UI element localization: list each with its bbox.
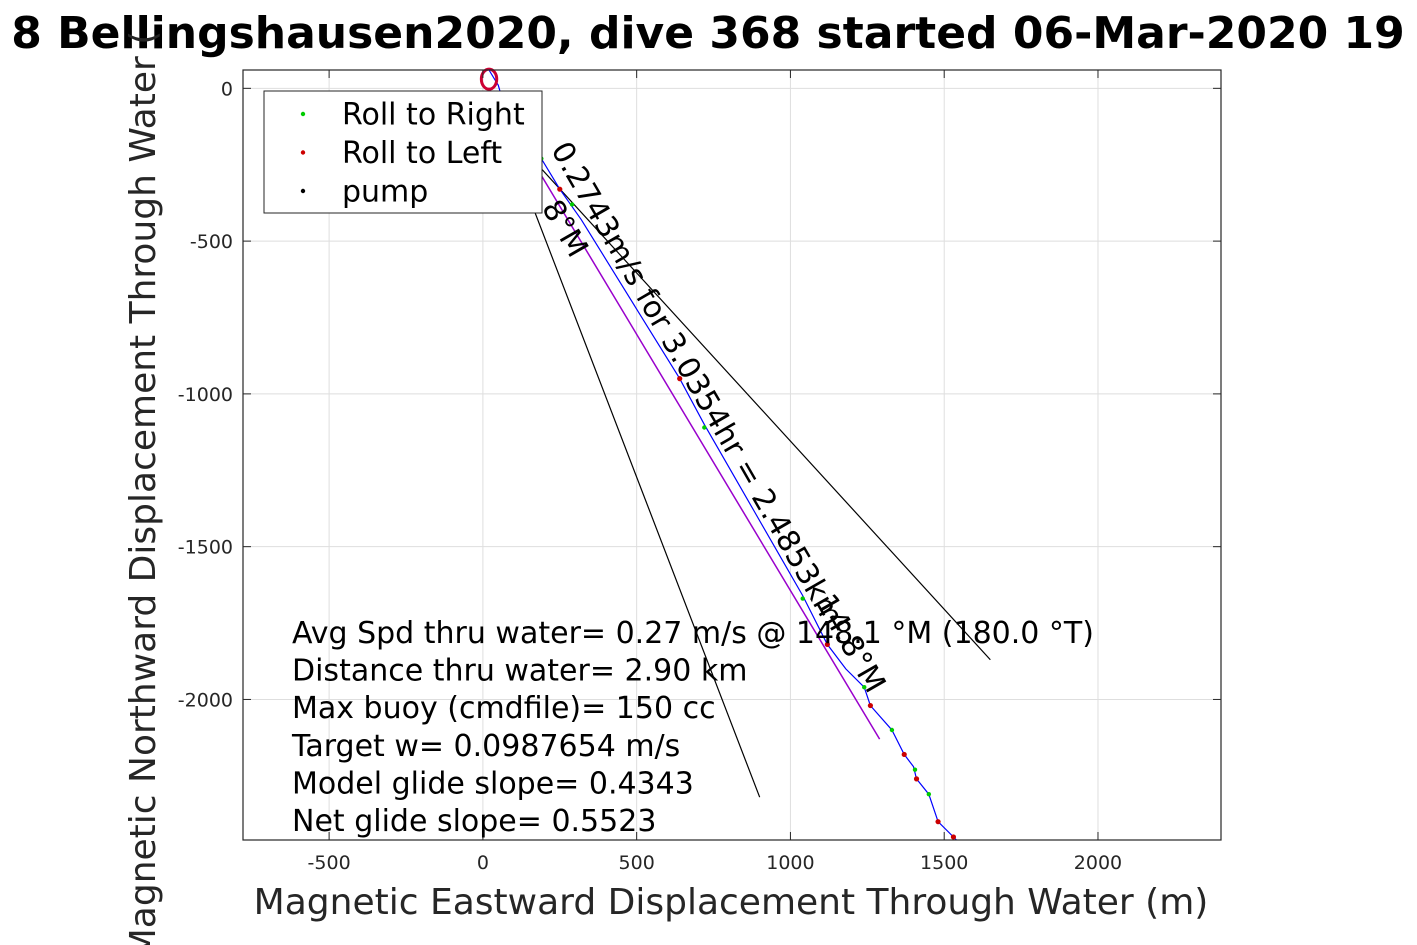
roll-left-point [677,376,683,382]
legend-marker [300,188,306,194]
y-axis-label: Magnetic Northward Displacement Through … [123,31,164,945]
stats-text-line: Model glide slope= 0.4343 [292,766,694,801]
roll-right-point [800,596,805,601]
surface-circle [479,67,499,91]
roll-right-point [926,791,932,797]
roll-right-point [862,685,867,690]
roll-right-point [889,727,895,733]
legend-box [263,90,543,214]
x-tick-label: 2000 [1074,852,1122,874]
annotation-block: Avg Spd thru water= 0.27 m/s @ 148.1 °M … [291,616,1094,839]
stats-text-line: Target w= 0.0987654 m/s [291,729,680,764]
x-tick-label: 500 [619,852,655,874]
x-tick-label: 1500 [920,852,968,874]
x-tick-label: 1000 [766,852,814,874]
y-tick-label: 0 [221,78,233,100]
axes: -500 0 500 1000 1500 2000 0 -500 -1000 -1500 -2000 [178,69,1222,874]
y-tick-label: -500 [190,231,233,253]
stats-text-line: Max buoy (cmdfile)= 150 cc [292,691,716,726]
heading-bound-line [500,124,991,661]
legend-marker [300,111,306,117]
stats-text-line: Net glide slope= 0.5523 [292,804,656,839]
axes-box [242,69,1222,841]
roll-right-point [702,425,707,430]
legend-label: pump [342,175,428,210]
roll-right-point [569,202,575,207]
x-tick-label: 0 [477,852,489,874]
roll-left-point [557,186,563,192]
legend-label: Roll to Right [342,98,525,133]
roll-left-point [935,819,941,825]
roll-left-point [901,751,907,758]
roll-left-point [824,641,830,648]
stats-text-line: Distance thru water= 2.90 km [292,654,747,689]
legend-marker [300,150,306,155]
grid [243,70,1221,840]
roll-right-point [912,767,918,772]
roll-left-point [867,702,873,709]
x-tick-label: -500 [308,852,351,874]
stats-text-line: Avg Spd thru water= 0.27 m/s @ 148.1 °M … [292,616,1094,651]
x-axis-label: Magnetic Eastward Displacement Through W… [254,882,1209,923]
mean-track-line [488,87,881,740]
chart-title: 8 Bellingshausen2020, dive 368 started 0… [11,8,1405,59]
legend-label: Roll to Left [342,136,502,171]
heading-bound-line [500,124,761,798]
y-tick-label: -1500 [178,537,233,559]
y-tick-label: -2000 [178,689,233,711]
y-tick-label: -1000 [178,384,233,406]
roll-left-point [950,834,957,840]
roll-left-point [913,776,920,782]
